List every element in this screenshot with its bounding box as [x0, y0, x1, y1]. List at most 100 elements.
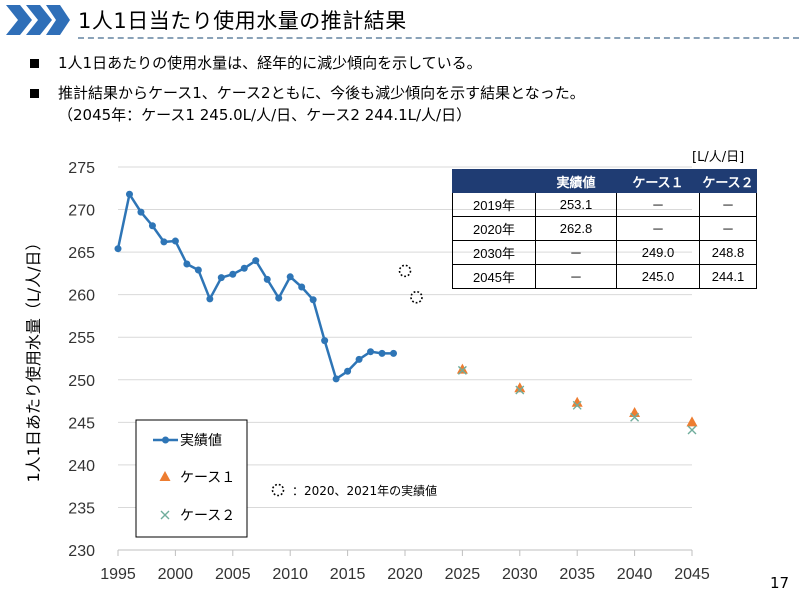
table-unit-label: [L/人/日] — [692, 150, 745, 165]
actual-point — [125, 190, 133, 198]
y-axis-label: 1人1日あたり使用水量（L/人/日） — [24, 234, 43, 482]
x-tick-label: 1995 — [100, 566, 136, 583]
actual-point — [252, 257, 260, 265]
x-tick-label: 2015 — [330, 566, 366, 583]
table-row: 2045年 － 245.0 244.1 — [452, 264, 757, 289]
case1-point — [629, 406, 641, 417]
table-cell: 262.8 — [535, 216, 617, 241]
y-tick-label: 250 — [68, 373, 95, 390]
actual-series-line — [116, 190, 394, 381]
actual-point — [263, 275, 271, 283]
table-header-cell: ケース２ — [699, 169, 757, 193]
bullet-text: 推計結果からケース1、ケース2ともに、今後も減少傾向を示す結果となった。 — [58, 84, 585, 102]
actual-point — [183, 260, 191, 268]
table-header-row: 実績値 ケース１ ケース２ — [452, 169, 757, 193]
table-cell: － — [535, 264, 617, 289]
chart-annotation: ：2020、2021年の実績値 — [292, 483, 437, 498]
table-cell: 253.1 — [535, 192, 617, 217]
y-tick-label: 245 — [68, 415, 95, 432]
bullet-text: （2045年：ケース1 245.0L/人/日、ケース2 244.1L/人/日） — [58, 106, 472, 124]
actual-point — [194, 266, 202, 274]
recent-actual-point — [410, 290, 423, 304]
x-tick-label: 2035 — [559, 566, 595, 583]
actual-point — [321, 337, 329, 345]
table-header-cell: ケース１ — [616, 169, 700, 193]
case2-point — [515, 385, 525, 395]
y-tick-label: 230 — [68, 543, 95, 560]
bullet-item: 1人1日あたりの使用水量は、経年的に減少傾向を示している。 — [30, 52, 585, 74]
annotation-dotted-circle-icon — [271, 483, 285, 497]
table-cell: 244.1 — [699, 264, 757, 289]
legend-case2-marker — [160, 510, 170, 520]
table-cell: 245.0 — [616, 264, 700, 289]
title-divider — [78, 37, 799, 39]
x-tick-label: 2030 — [502, 566, 538, 583]
legend-label: ケース２ — [180, 508, 235, 524]
actual-point — [390, 349, 398, 357]
y-tick-label: 240 — [68, 458, 95, 475]
table-cell: － — [535, 240, 617, 265]
bullet-square-icon — [30, 59, 39, 68]
actual-point — [137, 208, 145, 216]
legend-actual-marker — [162, 436, 169, 444]
actual-point — [206, 295, 214, 303]
actual-point — [355, 355, 363, 363]
actual-point — [298, 283, 306, 291]
table-row: 2030年 － 249.0 248.8 — [452, 240, 757, 265]
actual-point — [114, 245, 122, 253]
y-tick-label: 260 — [68, 288, 95, 305]
x-tick-label: 2045 — [674, 566, 710, 583]
case2-point — [572, 400, 582, 410]
y-tick-label: 275 — [68, 160, 95, 177]
page-number: 17 — [770, 574, 790, 592]
legend-label: 実績値 — [180, 433, 222, 449]
y-tick-label: 265 — [68, 245, 95, 262]
actual-point — [275, 294, 283, 302]
page-title: 1人1日当たり使用水量の推計結果 — [78, 9, 407, 33]
case1-point — [686, 416, 698, 427]
bullet-square-icon — [30, 89, 39, 98]
table-cell: 2045年 — [452, 264, 536, 289]
bullet-list: 1人1日あたりの使用水量は、経年的に減少傾向を示している。 推計結果からケース1… — [30, 52, 585, 134]
case2-point — [457, 365, 467, 375]
table-cell: 2020年 — [452, 216, 536, 241]
case2-point — [687, 425, 697, 435]
x-tick-label: 2020 — [387, 566, 423, 583]
case1-point — [571, 396, 583, 407]
table-row: 2019年 253.1 － － — [452, 192, 757, 217]
x-tick-label: 2000 — [158, 566, 194, 583]
recent-actual-point — [398, 264, 412, 278]
x-tick-label: 2040 — [617, 566, 653, 583]
estimate-table: 実績値 ケース１ ケース２ 2019年 253.1 － － 2020年 262.… — [452, 169, 757, 289]
bullet-item: 推計結果からケース1、ケース2ともに、今後も減少傾向を示す結果となった。 — [30, 82, 585, 104]
case2-point — [630, 412, 640, 422]
bullet-text: 1人1日あたりの使用水量は、経年的に減少傾向を示している。 — [58, 54, 482, 72]
actual-point — [229, 270, 237, 278]
y-tick-label: 235 — [68, 500, 95, 517]
table-header-cell: 実績値 — [535, 169, 617, 193]
table-cell: 248.8 — [699, 240, 757, 265]
table-header-cell — [452, 169, 536, 193]
case1-point — [514, 382, 526, 393]
table-cell: － — [616, 192, 700, 217]
actual-point — [240, 264, 248, 272]
chevron-icon — [6, 5, 70, 35]
x-tick-label: 2025 — [445, 566, 481, 583]
actual-point — [286, 273, 294, 281]
y-tick-label: 255 — [68, 330, 95, 347]
legend-case1-marker — [159, 471, 171, 481]
actual-point — [148, 222, 156, 230]
bullet-continuation: （2045年：ケース1 245.0L/人/日、ケース2 244.1L/人/日） — [30, 104, 585, 126]
table-cell: － — [699, 216, 757, 241]
actual-point — [344, 367, 352, 375]
table-cell: 2019年 — [452, 192, 536, 217]
actual-point — [367, 348, 375, 356]
actual-point — [171, 237, 179, 245]
table-cell: 249.0 — [616, 240, 700, 265]
actual-point — [378, 349, 386, 357]
table-cell: － — [616, 216, 700, 241]
case1-point — [456, 363, 468, 374]
table-row: 2020年 262.8 － － — [452, 216, 757, 241]
actual-point — [332, 375, 340, 383]
